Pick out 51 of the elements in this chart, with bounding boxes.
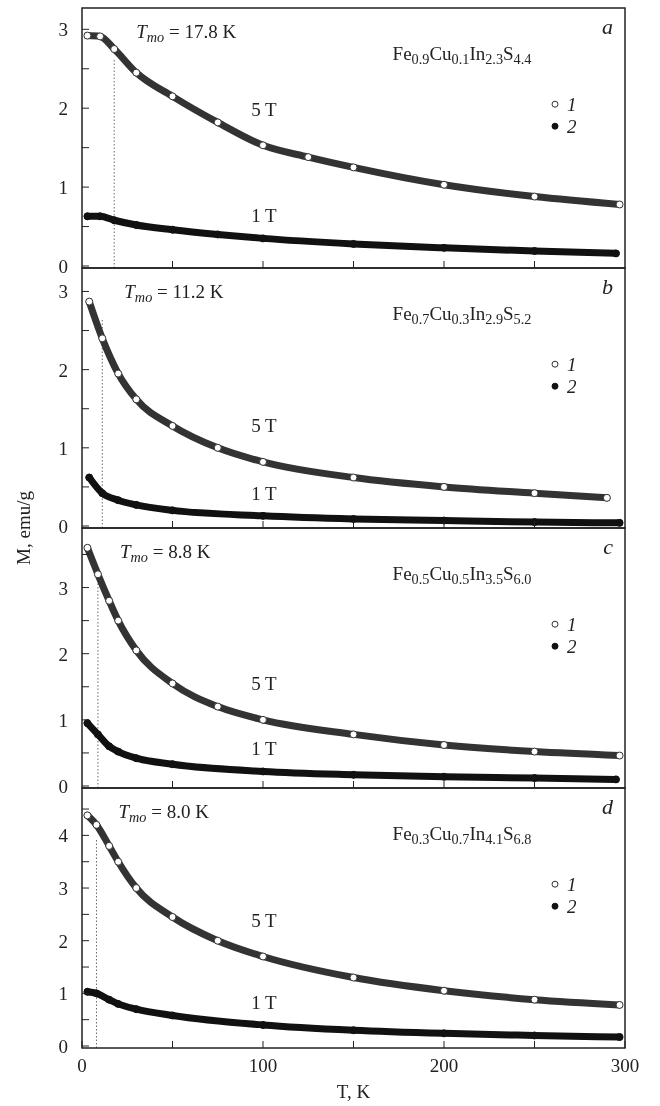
- x-tick-label: 300: [610, 1055, 640, 1076]
- y-axis-title: M, emu/g: [13, 490, 34, 565]
- y-tick-label: 0: [58, 776, 68, 797]
- annotation: Fe$_{0.7}$Cu$_{0.3}$In$_{2.9}$S$_{5.2}$: [392, 303, 532, 327]
- y-tick-label: 1: [58, 983, 68, 1005]
- y-tick-label: 3: [58, 19, 68, 41]
- x-tick-label: 200: [429, 1055, 459, 1076]
- annotation: d: [602, 794, 614, 819]
- y-tick-label: 3: [58, 878, 68, 900]
- x-axis-title: T, K: [336, 1081, 371, 1102]
- annotation: a: [602, 14, 613, 39]
- annotation: 5 T: [251, 672, 278, 694]
- annotation: 5 T: [251, 98, 278, 120]
- y-tick-label: 2: [58, 359, 68, 381]
- ref-line-label: T$_{mo}$ = 8.8 K: [119, 541, 211, 565]
- annotation: c: [603, 534, 614, 559]
- annotation: Fe$_{0.5}$Cu$_{0.5}$In$_{3.5}$S$_{6.0}$: [392, 563, 532, 587]
- y-tick-label: 2: [58, 643, 68, 665]
- y-tick-label: 0: [58, 516, 68, 537]
- annotation: 1 T: [251, 482, 278, 504]
- annotation: 1 T: [251, 738, 278, 760]
- annotation: 5 T: [251, 909, 278, 931]
- legend-label: 2: [567, 376, 577, 398]
- y-tick-label: 1: [58, 437, 68, 459]
- ref-line-label: T$_{mo}$ = 11.2 K: [124, 281, 224, 305]
- y-tick-label: 2: [58, 98, 68, 120]
- annotation: 1 T: [251, 991, 278, 1013]
- ref-line-label: T$_{mo}$ = 8.0 K: [118, 801, 210, 825]
- legend-label: 1: [567, 354, 577, 376]
- annotation: Fe$_{0.3}$Cu$_{0.7}$In$_{4.1}$S$_{6.8}$: [392, 823, 532, 847]
- y-tick-label: 2: [58, 930, 68, 952]
- legend-label: 1: [567, 874, 577, 896]
- y-tick-label: 0: [58, 256, 68, 277]
- annotation: 5 T: [251, 415, 278, 437]
- legend-label: 2: [567, 636, 577, 658]
- y-tick-label: 0: [58, 1036, 68, 1057]
- y-tick-label: 4: [58, 825, 69, 847]
- x-tick-label: 100: [248, 1055, 278, 1076]
- legend-label: 1: [567, 94, 577, 116]
- ref-line-label: T$_{mo}$ = 17.8 K: [136, 21, 237, 45]
- y-tick-label: 3: [58, 281, 68, 303]
- annotation: Fe$_{0.9}$Cu$_{0.1}$In$_{2.3}$S$_{4.4}$: [392, 43, 532, 67]
- y-tick-label: 1: [58, 709, 68, 731]
- legend-label: 2: [567, 116, 577, 138]
- y-tick-label: 3: [58, 577, 68, 599]
- x-tick-label: 0: [77, 1055, 87, 1076]
- annotation: b: [602, 274, 613, 299]
- legend-label: 2: [567, 896, 577, 918]
- y-tick-label: 1: [58, 177, 68, 199]
- legend-label: 1: [567, 614, 577, 636]
- annotation: 1 T: [251, 205, 278, 227]
